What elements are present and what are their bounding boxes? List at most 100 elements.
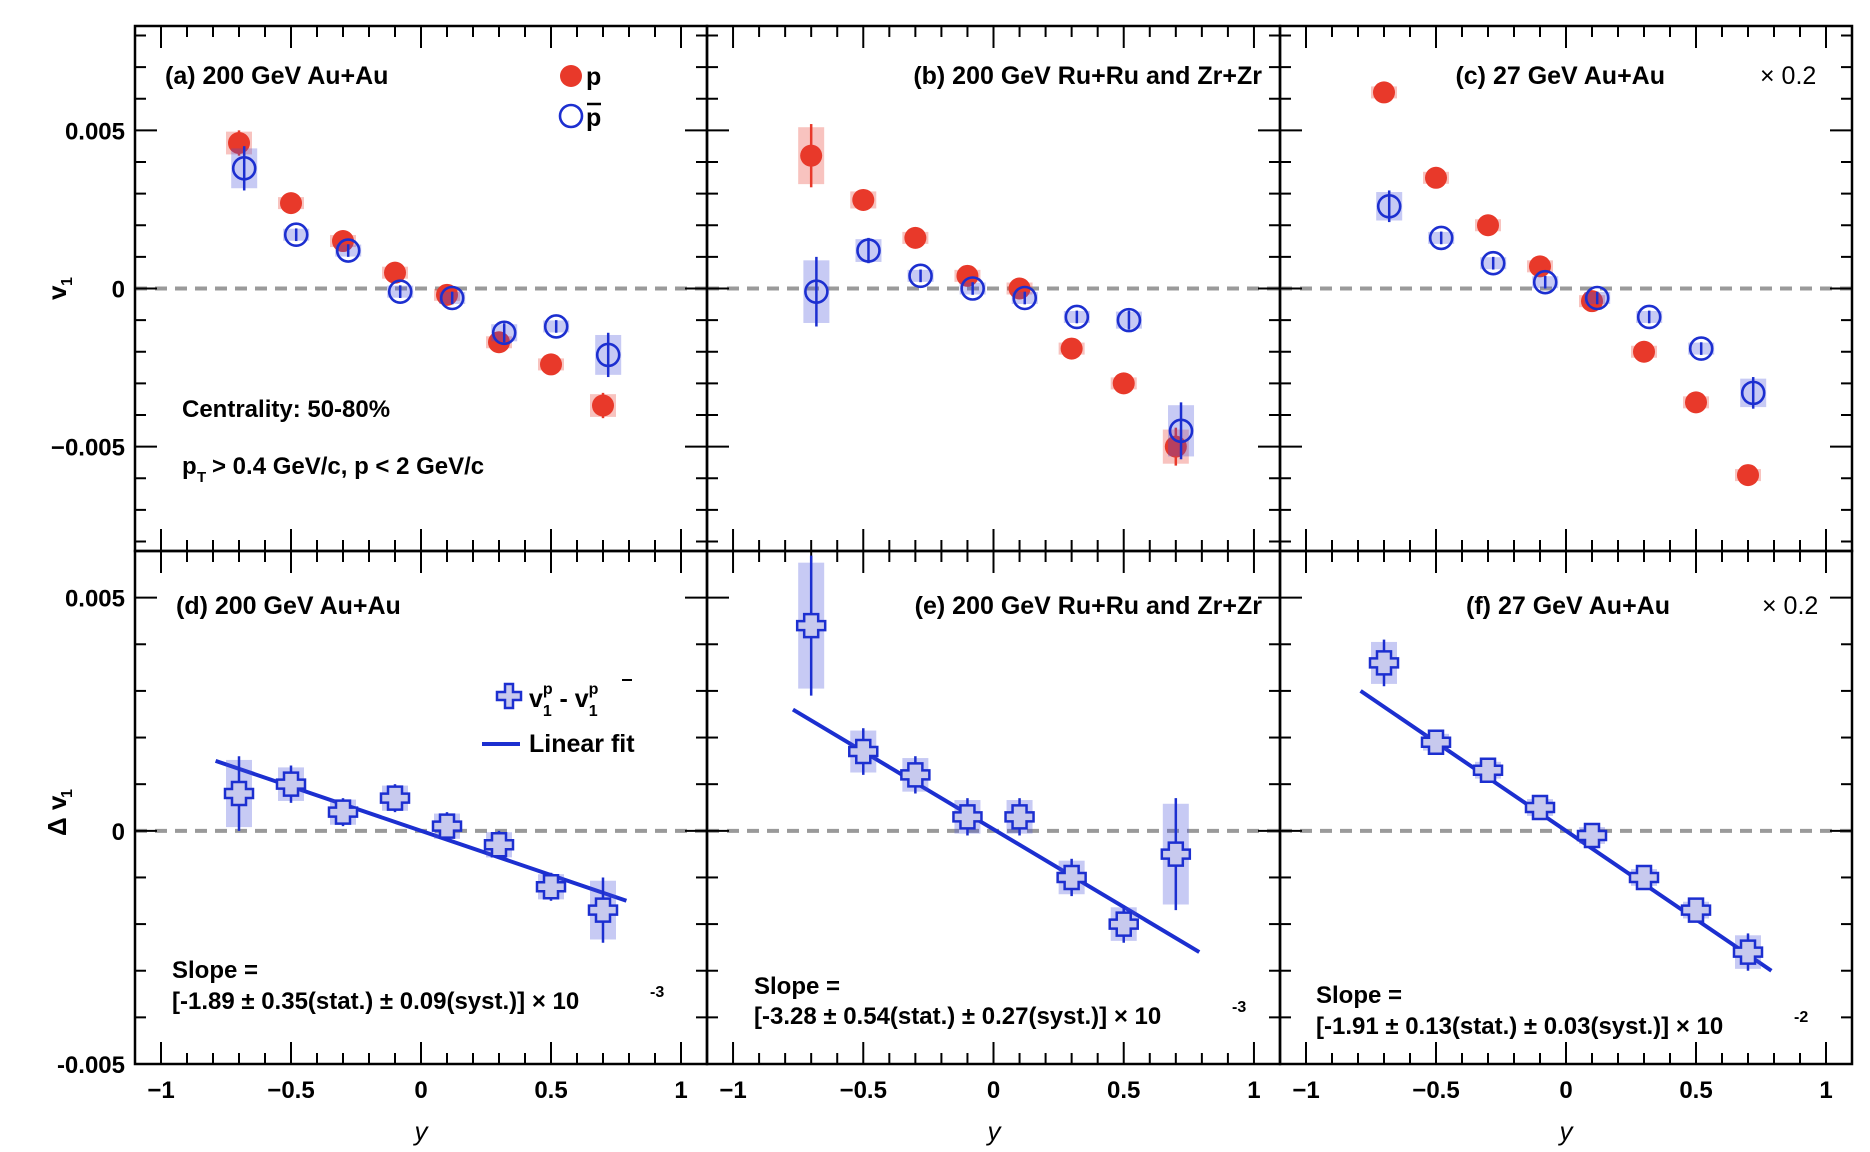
diff-point [1056,864,1087,891]
antiproton-point [231,156,257,181]
diff-point [379,785,411,811]
antiproton-point [387,279,413,304]
antiproton-point [543,314,569,339]
svg-text:T: T [197,469,206,486]
slope-d: Slope = [-1.89 ± 0.35(stat.) ± 0.09(syst… [172,957,664,1015]
x-tick-label: −1 [1292,1077,1319,1104]
diff-point [1004,804,1035,830]
proton-point [904,226,927,249]
proton-point [800,144,823,167]
svg-text:[-1.91 ± 0.13(stat.) ± 0.03(sy: [-1.91 ± 0.13(stat.) ± 0.03(syst.)] × 10 [1316,1013,1723,1040]
diff-point [587,897,619,923]
antiproton-point [804,279,829,304]
diff-point [535,874,567,900]
panel-c-title: (c) 27 GeV Au+Au × 0.2 [1455,62,1816,90]
diff-point [900,762,931,788]
diff-point [223,780,255,807]
slope-e: Slope = [-3.28 ± 0.54(stat.) ± 0.27(syst… [754,973,1246,1030]
x-tick-label: 1 [1247,1077,1260,1104]
legend-pbar-label: p [586,104,601,132]
y-tick-label: 0.005 [65,586,125,613]
svg-text:[-3.28 ± 0.54(stat.) ± 0.27(sy: [-3.28 ± 0.54(stat.) ± 0.27(syst.)] × 10 [754,1003,1161,1030]
svg-text:× 0.2: × 0.2 [1762,592,1818,620]
diff-point [1160,841,1192,867]
x-tick-label: −0.5 [840,1077,887,1104]
antiproton-point [595,342,621,368]
svg-text:Slope =: Slope = [754,973,840,1000]
svg-text:Slope =: Slope = [1316,982,1402,1009]
antiproton-point [1532,269,1558,295]
diff-point [1628,864,1660,891]
panel-b-title: (b) 200 GeV Ru+Ru and Zr+Zr [913,62,1262,90]
svg-text:> 0.4 GeV/c, p < 2 GeV/c: > 0.4 GeV/c, p < 2 GeV/c [212,453,484,480]
svg-text:(c) 27 GeV Au+Au: (c) 27 GeV Au+Au [1455,62,1665,90]
legend-p-marker [560,65,582,87]
svg-text:(b) 200 GeV Ru+Ru and Zr+Zr: (b) 200 GeV Ru+Ru and Zr+Zr [913,62,1262,90]
legend-diff-marker [495,682,523,710]
proton-point [1529,255,1551,278]
pt-annotation: p T > 0.4 GeV/c, p < 2 GeV/c [182,453,484,486]
proton-point [1633,340,1655,363]
svg-text:(f) 27 GeV Au+Au: (f) 27 GeV Au+Au [1466,592,1670,620]
y-axis-label-top: v 1 [42,277,76,300]
diff-point [275,771,307,797]
proton-point [1685,391,1707,414]
proton-point [1477,214,1499,237]
proton-point [1425,166,1447,189]
proton-point [852,188,875,211]
antiproton-point [856,238,881,263]
x-tick-label: −1 [719,1077,746,1104]
svg-text:(d) 200 GeV Au+Au: (d) 200 GeV Au+Au [176,592,401,620]
antiproton-point [1740,380,1766,406]
diff-point [1732,939,1764,965]
legend-fit-label: Linear fit [529,730,635,758]
svg-text:-2: -2 [1794,1009,1808,1026]
legend-diff-label: v1p - v1p [529,681,599,720]
svg-text:1: 1 [59,789,76,798]
x-tick-label: 1 [1819,1077,1832,1104]
panel-c [1278,24,1854,553]
x-tick-label: 1 [674,1077,687,1104]
diff-point [483,832,515,858]
x-tick-label: 0 [1559,1077,1572,1104]
x-tick-label: 0 [414,1077,427,1104]
panel-b [705,24,1282,553]
svg-text:(a) 200 GeV Au+Au: (a) 200 GeV Au+Au [165,62,388,90]
antiproton-point [283,222,309,248]
x-tick-label: −0.5 [1412,1077,1459,1104]
x-tick-label: 0.5 [1107,1077,1140,1104]
svg-text:-3: -3 [650,984,664,1001]
panels-layer: 0.005 0 −0.005 0.005 0 -0.005 −1 −0.5 0 0.5 1 −1 −0.… [51,24,1854,1104]
antiproton-point [1480,250,1506,276]
svg-text:Δ v: Δ v [42,795,72,836]
proton-point [1112,372,1135,395]
antiproton-point [1064,304,1090,330]
antiproton-point [960,276,985,301]
slope-f: Slope = [-1.91 ± 0.13(stat.) ± 0.03(syst… [1316,982,1808,1040]
svg-text:× 0.2: × 0.2 [1760,62,1816,90]
x-tick-label: 0.5 [1679,1077,1712,1104]
x-axis-label-d: y [413,1116,430,1146]
y-axis-label-bottom: Δ v 1 [42,789,76,836]
diff-point [1680,897,1712,923]
legend-pbar-marker [558,103,584,129]
svg-text:Slope =: Slope = [172,957,258,984]
x-tick-label: −0.5 [267,1077,314,1104]
antiproton-point [1116,307,1142,333]
panel-frame [1278,549,1854,1066]
centrality-annotation: Centrality: 50-80% [182,396,390,423]
proton-point [1060,337,1083,360]
y-tick-label: 0 [112,277,125,304]
legend-d: v1p - v1p Linear fit [482,679,635,758]
panel-e: −1 −0.5 0 0.5 1 [705,549,1282,1104]
x-axis-label-f: y [1558,1116,1575,1146]
svg-text:p: p [182,453,197,480]
diff-point [1524,794,1556,821]
diff-point [1472,757,1504,783]
diff-point [952,804,983,830]
diff-point [1108,911,1139,937]
panel-a-title: (a) 200 GeV Au+Au [165,62,388,90]
svg-text:[-1.89 ± 0.35(stat.) ± 0.09(sy: [-1.89 ± 0.35(stat.) ± 0.09(syst.)] × 10 [172,988,579,1015]
antiproton-point [1636,304,1662,330]
